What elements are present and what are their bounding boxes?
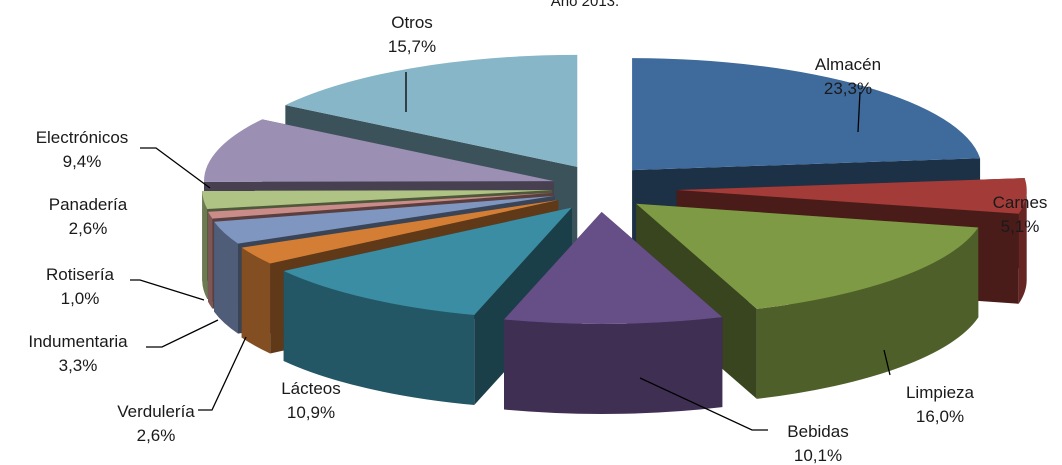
slice-value-label: 9,4% — [63, 152, 102, 171]
slice-wall-5-0 — [241, 247, 271, 354]
leader-line-Indumentaria — [146, 319, 219, 348]
slice-Bebidas — [504, 211, 723, 324]
slice-value-label: 15,7% — [388, 37, 436, 56]
slice-name-label: Otros — [391, 13, 433, 32]
slice-name-label: Almacén — [815, 55, 881, 74]
slice-wall-6-0 — [214, 221, 238, 334]
slice-value-label: 10,9% — [287, 403, 335, 422]
slice-value-label: 3,3% — [59, 356, 98, 375]
slice-wall-3-0 — [504, 317, 723, 414]
slice-Almacén — [632, 58, 981, 171]
slice-Limpieza — [636, 203, 979, 309]
slice-name-label: Rotisería — [46, 265, 115, 284]
slice-Indumentaria — [214, 195, 555, 244]
leader-line-Verdulería — [198, 336, 247, 411]
slice-Panadería — [202, 190, 553, 210]
slice-Verdulería — [241, 199, 559, 264]
slice-wall-2-0 — [756, 227, 979, 399]
slice-name-label: Carnes — [993, 193, 1048, 212]
slice-Rotisería — [207, 192, 553, 219]
chart-title: Año 2013. — [551, 0, 619, 10]
leader-line-Bebidas — [639, 377, 768, 431]
slice-value-label: 2,6% — [137, 426, 176, 445]
slice-value-label: 10,1% — [794, 446, 842, 465]
data-labels: Almacén 23,3% Carnes 5,1% Limpieza 16,0% Bebid… — [28, 13, 1047, 465]
slice-tops — [202, 54, 1027, 324]
slice-wall-8-0 — [202, 190, 208, 300]
slice-wall-4-0 — [283, 270, 475, 406]
leader-line-Electrónicos — [140, 147, 211, 189]
slice-value-label: 1,0% — [61, 289, 100, 308]
slice-Carnes — [676, 178, 1027, 214]
slice-value-label: 5,1% — [1001, 217, 1040, 236]
slice-value-label: 2,6% — [69, 219, 108, 238]
slice-name-label: Lácteos — [281, 379, 341, 398]
slice-Electrónicos — [203, 119, 554, 182]
leader-lines — [130, 72, 891, 431]
leader-line-Limpieza — [883, 349, 891, 376]
slice-value-label: 16,0% — [916, 407, 964, 426]
slice-value-label: 23,3% — [824, 79, 872, 98]
slice-name-label: Electrónicos — [36, 128, 129, 147]
slice-Otros — [285, 54, 578, 167]
slice-name-label: Bebidas — [787, 422, 848, 441]
slice-wall-7-0 — [207, 211, 213, 309]
slice-name-label: Panadería — [49, 195, 128, 214]
leader-line-Almacén — [857, 91, 861, 133]
slice-Lácteos — [283, 207, 572, 316]
slice-name-label: Limpieza — [906, 383, 975, 402]
slice-name-label: Indumentaria — [28, 332, 128, 351]
slice-wall-1-0 — [1018, 190, 1027, 304]
slice-name-label: Verdulería — [117, 402, 195, 421]
leader-line-Rotisería — [130, 279, 205, 301]
